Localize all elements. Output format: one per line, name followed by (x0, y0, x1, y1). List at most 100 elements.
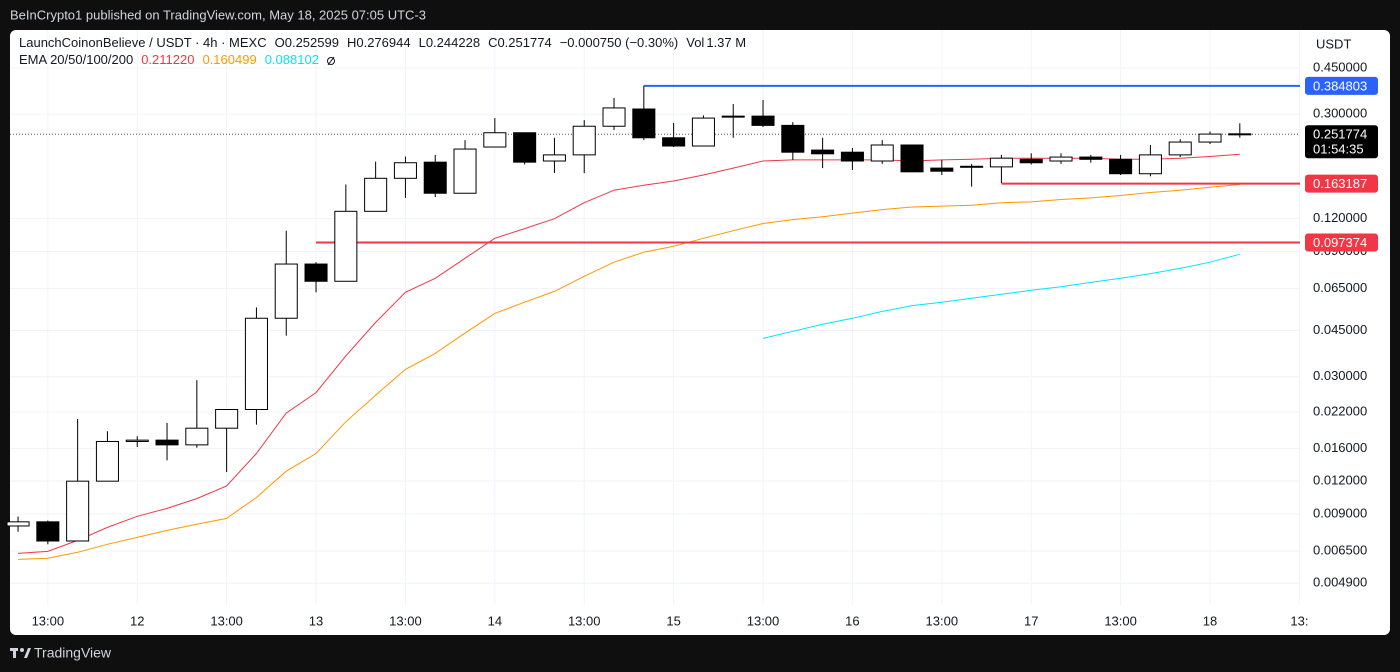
ema-line (17, 153, 1240, 554)
price-badge (1305, 233, 1378, 252)
x-tick-label: 13: (1290, 613, 1308, 628)
candle-body (304, 263, 328, 282)
candle-body (513, 132, 537, 163)
candle-body (989, 157, 1013, 168)
candle-body (125, 439, 149, 442)
candle-body (1138, 154, 1162, 175)
candle-body (930, 167, 954, 172)
ohlc-value: 0.251774 (497, 35, 551, 50)
candle-body (1109, 158, 1133, 175)
x-tick-label: 13:00 (926, 613, 959, 628)
y-tick-label: 0.004900 (1313, 575, 1367, 590)
y-tick-label: 0.065000 (1313, 280, 1367, 295)
indicator-legend: EMA 20/50/100/200 0.211220 0.160499 0.08810… (19, 52, 319, 67)
candle-body (244, 317, 268, 411)
candle-body (1049, 156, 1073, 162)
x-tick-label: 13:00 (568, 613, 601, 628)
candle-body (423, 161, 447, 194)
candle-body (751, 115, 775, 126)
ema-line (17, 184, 1240, 560)
price-badge-label: 0.097374 (1313, 235, 1367, 250)
indicator-value: 0.088102 (265, 52, 319, 67)
candle-body (900, 144, 924, 173)
plot-area (6, 84, 1300, 560)
price-badge (1305, 76, 1378, 95)
candle-body (1079, 156, 1103, 160)
y-tick-label: 0.450000 (1313, 59, 1367, 74)
price-badge-label: 0.163187 (1313, 176, 1367, 191)
hide-icon (327, 57, 335, 65)
countdown: 01:54:35 (1313, 142, 1364, 157)
x-tick-label: 13:00 (1104, 613, 1137, 628)
candle-body (632, 108, 656, 139)
y-tick-label: 0.016000 (1313, 440, 1367, 455)
candle-body (334, 210, 358, 282)
y-tick-label: 0.006500 (1313, 543, 1367, 558)
indicator: EMA 20/50/100/200 (19, 52, 133, 67)
ohlc-value: 0.252599 (285, 35, 339, 50)
y-tick-label: 0.045000 (1313, 322, 1367, 337)
candle-body (691, 117, 715, 147)
candle-body (364, 177, 388, 212)
candle-body (602, 107, 626, 127)
candle-body (95, 440, 119, 482)
candle-body (662, 137, 686, 147)
x-tick-label: 17 (1024, 613, 1038, 628)
candle-body (274, 263, 298, 319)
symbol: LaunchCoinonBelieve / USDT · 4h · MEXC (19, 35, 267, 50)
candle-body (811, 149, 835, 155)
x-tick-label: 15 (666, 613, 680, 628)
indicator-value: 0.160499 (202, 52, 256, 67)
candle-body (870, 144, 894, 162)
candle-body (483, 132, 507, 148)
price-badge-label: 0.384803 (1313, 78, 1367, 93)
candle-body (393, 162, 417, 179)
indicator-value: 0.211220 (141, 52, 194, 67)
publisher: BeInCrypto1 published on TradingView.com… (10, 7, 426, 22)
last-price-label: 0.251774 (1313, 127, 1367, 142)
y-tick-label: 0.300000 (1313, 106, 1367, 121)
candle-body (185, 427, 209, 446)
x-tick-label: 14 (488, 613, 502, 628)
y-tick-label: 0.030000 (1313, 368, 1367, 383)
currency: USDT (1316, 36, 1351, 51)
candle-body (6, 521, 30, 527)
hide-icon (327, 56, 335, 66)
candle-body (155, 439, 179, 446)
x-tick-label: 12 (130, 613, 144, 628)
ohlc-label: C (488, 35, 497, 50)
ohlc-value: 0.276944 (356, 35, 410, 50)
candle-body (781, 124, 805, 153)
volume: 1.37 M (706, 35, 746, 50)
candle-body (215, 409, 239, 429)
candle-body (36, 521, 60, 542)
candle-body (1228, 133, 1252, 136)
candle-body (721, 115, 745, 118)
ema-line (762, 253, 1240, 339)
candle-body (1019, 158, 1043, 164)
logo-part (24, 648, 31, 658)
y-tick-label: 0.012000 (1313, 473, 1367, 488)
x-tick-label: 13:00 (389, 613, 422, 628)
x-tick-label: 18 (1203, 613, 1217, 628)
ohlc-label: H (347, 35, 356, 50)
x-tick-label: 13 (309, 613, 323, 628)
brand: TradingView (34, 645, 112, 661)
candle-body (572, 125, 596, 156)
candle-body (1168, 141, 1192, 156)
x-tick-label: 13:00 (32, 613, 65, 628)
x-tick-label: 13:00 (747, 613, 780, 628)
candle-body (66, 480, 90, 542)
y-tick-label: 0.009000 (1313, 505, 1367, 520)
brand-logo (10, 648, 31, 658)
logo-part (13, 648, 16, 658)
candle-body (453, 148, 477, 194)
ohlc-label: O (275, 35, 285, 50)
overlay: 0.4500000.3000000.1200000.0900000.065000… (19, 35, 1378, 628)
candle-body (542, 154, 566, 162)
last-price-badge (1305, 125, 1378, 159)
x-tick-label: 13:00 (210, 613, 243, 628)
y-tick-label: 0.120000 (1313, 210, 1367, 225)
